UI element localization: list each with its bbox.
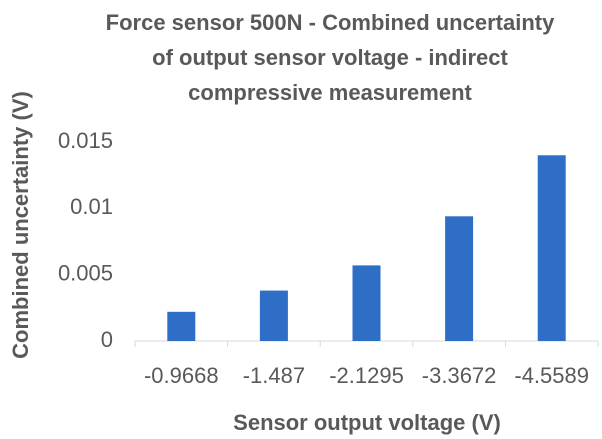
- y-tick-label: 0.015: [58, 128, 113, 153]
- y-tick-label: 0.01: [70, 194, 113, 219]
- y-tick-label: 0.005: [58, 260, 113, 285]
- x-tick-label: -2.1295: [329, 363, 404, 388]
- chart-title: Force sensor 500N - Combined uncertainty…: [105, 10, 555, 105]
- y-axis-label: Combined uncertainty (V): [8, 91, 33, 359]
- x-tick-label: -3.3672: [422, 363, 497, 388]
- bar: [259, 290, 288, 341]
- y-tick-label: 0: [101, 327, 113, 352]
- bar: [167, 311, 196, 341]
- x-axis-label: Sensor output voltage (V): [233, 410, 501, 435]
- x-tick-label: -4.5589: [514, 363, 589, 388]
- bar: [445, 216, 474, 341]
- x-tick-label: -0.9668: [144, 363, 219, 388]
- bar: [352, 265, 381, 341]
- x-tick-label: -1.487: [243, 363, 305, 388]
- bar: [537, 155, 566, 341]
